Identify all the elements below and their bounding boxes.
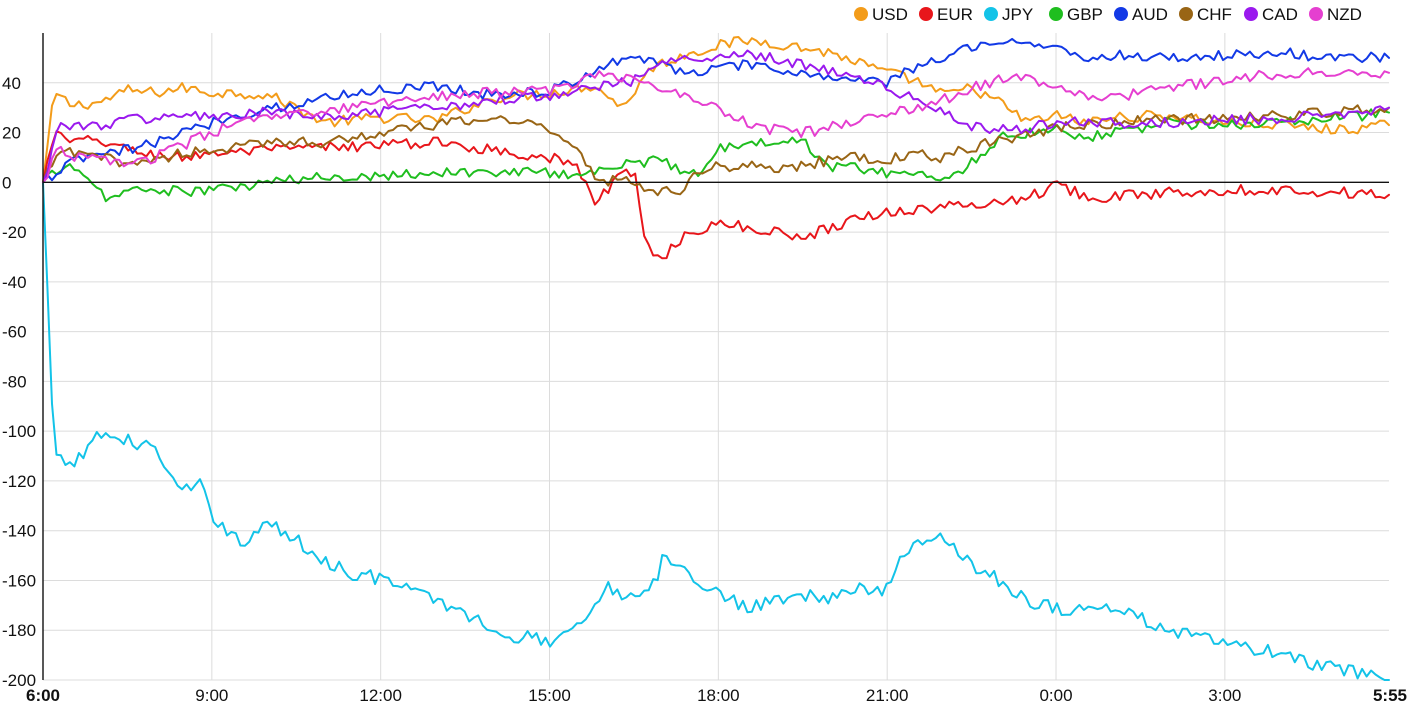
series-line-aud [42, 37, 1390, 184]
legend-marker-icon [1309, 7, 1323, 21]
y-tick-label: -80 [2, 372, 27, 391]
series-layer [42, 36, 1390, 681]
legend-marker-icon [1049, 7, 1063, 21]
legend-label: AUD [1132, 5, 1168, 24]
grid-layer [43, 33, 1389, 681]
legend-item-cad[interactable]: CAD [1244, 5, 1298, 24]
legend-item-usd[interactable]: USD [854, 5, 908, 24]
legend-item-chf[interactable]: CHF [1179, 5, 1232, 24]
x-tick-label: 9:00 [195, 686, 228, 705]
legend-item-aud[interactable]: AUD [1114, 5, 1168, 24]
series-line-jpy [42, 181, 1390, 681]
legend-label: JPY [1002, 5, 1033, 24]
legend-label: USD [872, 5, 908, 24]
y-tick-label: -60 [2, 323, 27, 342]
series-line-eur [42, 130, 1390, 260]
legend-marker-icon [854, 7, 868, 21]
x-tick-label: 3:00 [1208, 686, 1241, 705]
y-tick-label: -160 [2, 571, 36, 590]
series-line-usd [42, 36, 1390, 184]
y-tick-label: -100 [2, 422, 36, 441]
y-tick-label: 20 [2, 124, 21, 143]
legend-marker-icon [1114, 7, 1128, 21]
legend-label: GBP [1067, 5, 1103, 24]
legend-item-jpy[interactable]: JPY [984, 5, 1033, 24]
series-line-nzd [42, 67, 1390, 184]
legend-item-eur[interactable]: EUR [919, 5, 973, 24]
y-tick-label: -140 [2, 522, 36, 541]
series-line-cad [42, 49, 1390, 184]
x-tick-label: 0:00 [1039, 686, 1072, 705]
legend-item-gbp[interactable]: GBP [1049, 5, 1103, 24]
x-tick-label: 21:00 [866, 686, 909, 705]
legend-marker-icon [919, 7, 933, 21]
legend[interactable]: USD EUR JPY GBP AUD CHF CAD NZD [854, 5, 1362, 24]
x-tick-label: 5:55 [1373, 686, 1407, 705]
axis-layer: 40 20 0 -20 -40 -60 -80 -100 -120 -140 -160 -180 -20… [2, 33, 1407, 705]
legend-marker-icon [1244, 7, 1258, 21]
x-tick-label: 15:00 [528, 686, 571, 705]
series-line-chf [42, 104, 1390, 197]
legend-marker-icon [1179, 7, 1193, 21]
y-tick-label: -120 [2, 472, 36, 491]
y-tick-label: -40 [2, 273, 27, 292]
y-tick-label: -180 [2, 621, 36, 640]
x-tick-label: 6:00 [26, 686, 60, 705]
legend-label: CHF [1197, 5, 1232, 24]
y-tick-label: -20 [2, 223, 27, 242]
legend-label: NZD [1327, 5, 1362, 24]
legend-marker-icon [984, 7, 998, 21]
x-tick-label: 18:00 [697, 686, 740, 705]
y-tick-label: -200 [2, 671, 36, 690]
y-tick-label: 40 [2, 74, 21, 93]
legend-label: CAD [1262, 5, 1298, 24]
legend-label: EUR [937, 5, 973, 24]
x-tick-label: 12:00 [359, 686, 402, 705]
y-tick-label: 0 [2, 173, 11, 192]
legend-item-nzd[interactable]: NZD [1309, 5, 1362, 24]
